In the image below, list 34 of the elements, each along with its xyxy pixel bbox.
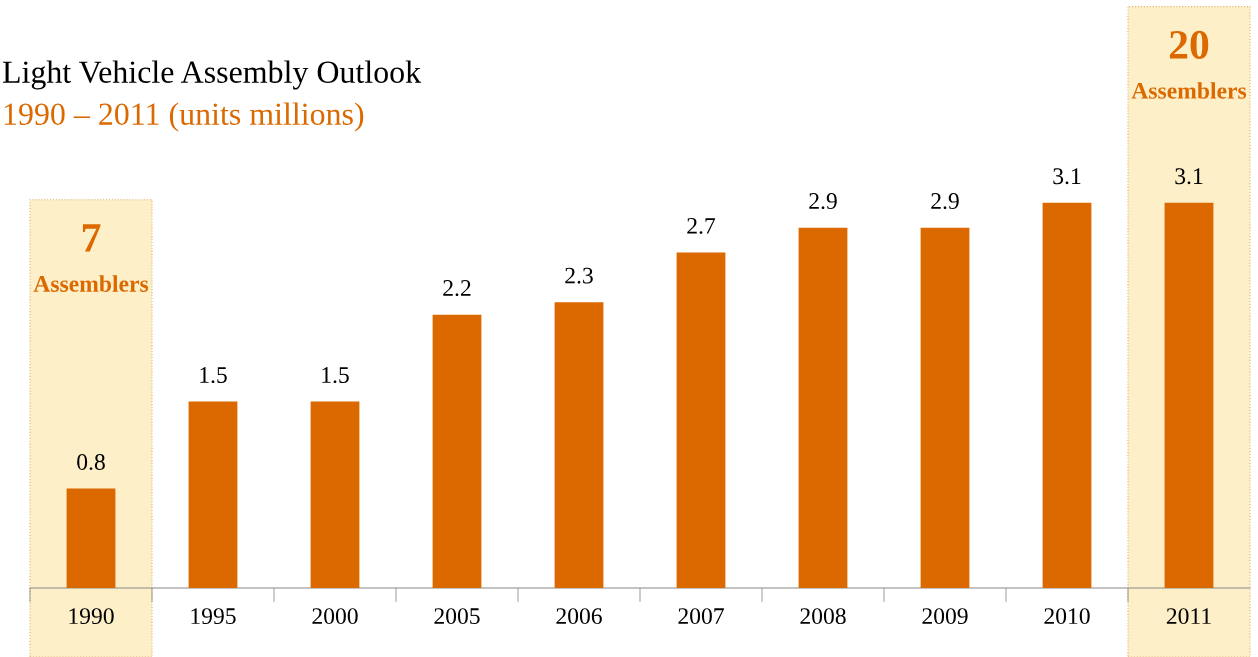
x-tick-label: 2010 [1044,608,1090,625]
band-label: 7 Assemblers [33,224,149,292]
x-tick-label: 2011 [1166,608,1211,625]
x-tick-label: 2008 [800,608,846,625]
data-label: 2.7 [687,217,716,234]
data-label: 1.5 [322,367,349,384]
bar [1164,202,1214,588]
bar [188,401,238,588]
bar [676,252,726,588]
data-label: 2.2 [443,280,471,297]
bar [1042,202,1092,588]
x-tick-label: 2007 [678,608,724,625]
data-label: 2.9 [931,193,959,210]
bar [432,314,482,588]
data-label: 3.1 [1053,168,1081,185]
x-tick-label: 2006 [556,608,602,625]
bar [66,488,116,588]
bar [310,401,360,588]
x-tick-label: 1995 [191,608,236,625]
data-label: 2.9 [809,193,837,210]
data-label: 3.1 [1175,168,1203,185]
bar [798,227,848,588]
x-tick-label: 2005 [434,608,480,625]
data-label: 1.5 [200,367,227,384]
band-label: 20 Assemblers [1131,30,1247,99]
data-label: 0.8 [77,453,105,471]
x-tick-label: 1990 [69,608,114,625]
bar [554,302,604,588]
data-label: 2.3 [565,267,593,284]
x-tick-label: 2000 [312,608,358,625]
chart-title: Light Vehicle Assembly Outlook [2,60,422,90]
x-tick-label: 2009 [922,608,968,625]
chart-subtitle: 1990 – 2011 (units millions) [4,102,364,132]
bar [920,227,970,588]
